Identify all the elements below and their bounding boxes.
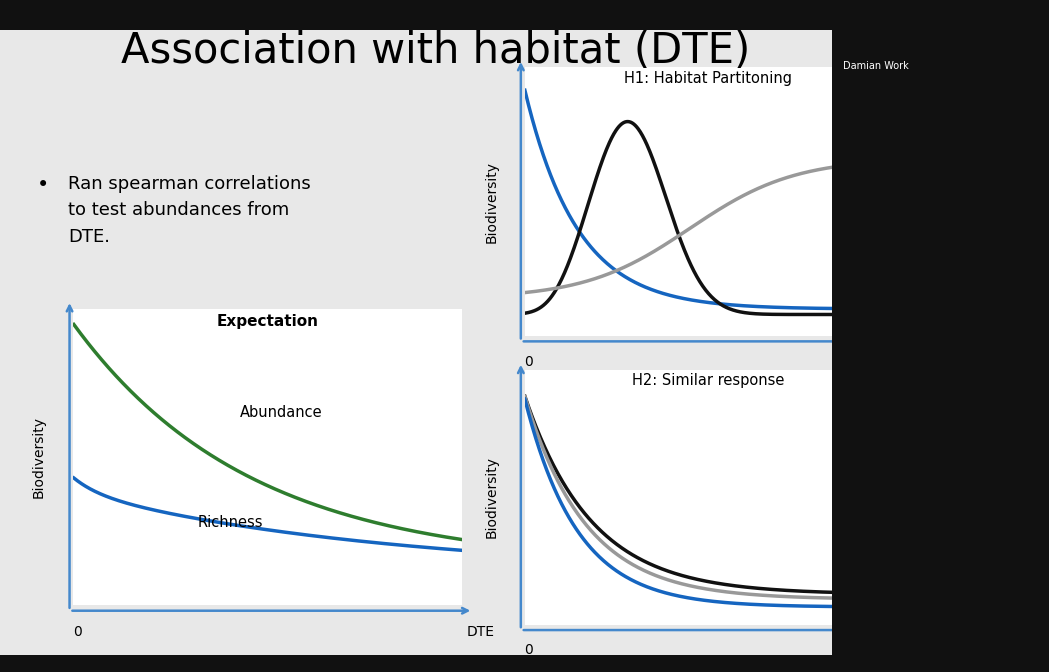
Text: Biodiversity: Biodiversity xyxy=(485,161,498,243)
Text: DTE: DTE xyxy=(896,355,924,369)
Text: Biodiversity: Biodiversity xyxy=(485,456,498,538)
Text: H2: Similar response: H2: Similar response xyxy=(631,374,785,388)
Text: 0: 0 xyxy=(524,355,533,369)
Text: DTE: DTE xyxy=(467,626,495,640)
Text: 0: 0 xyxy=(73,626,82,640)
Text: DTE: DTE xyxy=(896,643,924,657)
Text: H1: Habitat Partitoning: H1: Habitat Partitoning xyxy=(624,71,792,86)
Text: Ran spearman correlations
to test abundances from
DTE.: Ran spearman correlations to test abunda… xyxy=(68,175,311,245)
Text: Richness: Richness xyxy=(197,515,263,530)
Text: 0: 0 xyxy=(524,643,533,657)
Text: Association with habitat (DTE): Association with habitat (DTE) xyxy=(121,30,750,73)
Text: Abundance: Abundance xyxy=(240,405,323,420)
Text: Expectation: Expectation xyxy=(216,314,319,329)
Text: Damian Work: Damian Work xyxy=(842,62,908,71)
Text: •: • xyxy=(37,175,49,195)
Text: Biodiversity: Biodiversity xyxy=(31,416,45,498)
